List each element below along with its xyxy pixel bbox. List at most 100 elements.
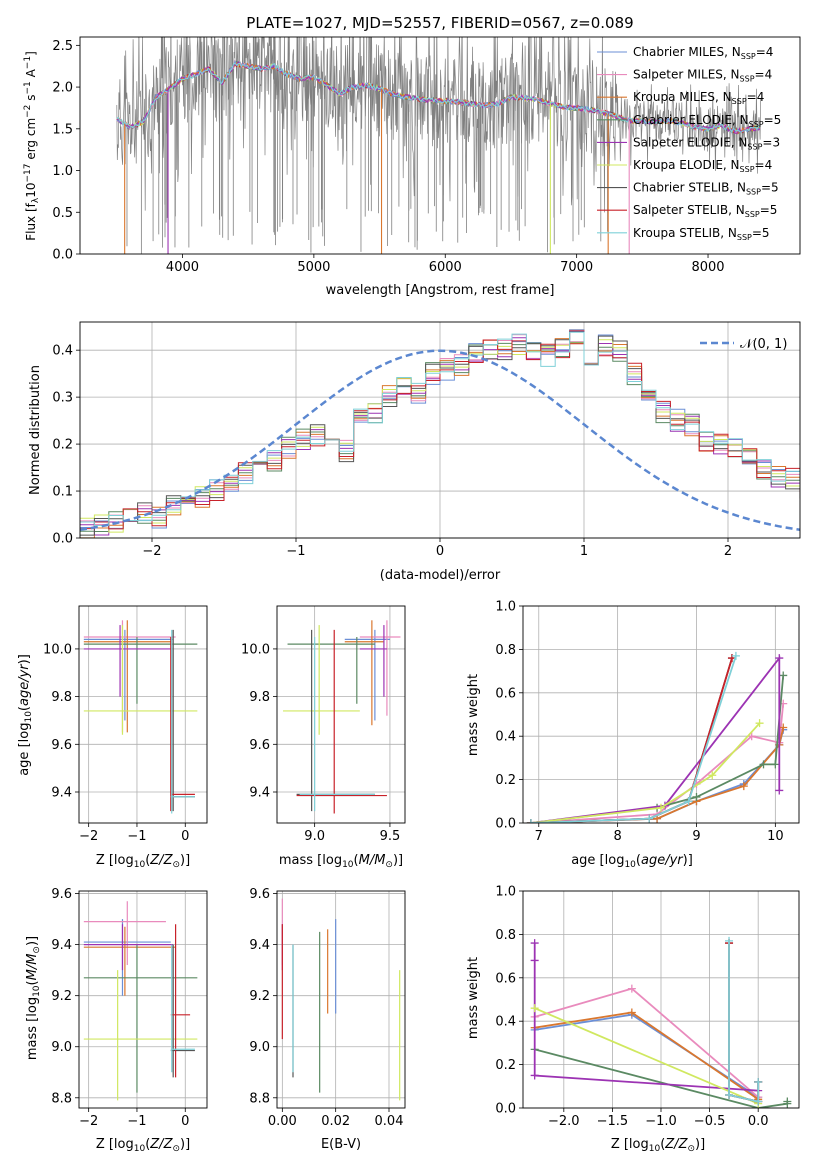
- x-tick-label: 0: [436, 544, 444, 559]
- mass-vs-metallicity-panel: −2 −1 0 8.8 9.0 9.2 9.4 9.6: [51, 887, 208, 1129]
- mass-weight-line: [530, 657, 733, 823]
- ageM-xlabel: mass [log10(M/M⊙)]: [279, 853, 403, 870]
- x-tick-label: 8000: [691, 260, 724, 275]
- plot-area: [526, 651, 788, 823]
- mass-weight-marker: [739, 782, 748, 791]
- y-tick-label: 1.0: [495, 600, 516, 615]
- legend-label: Kroupa STELIB, NSSP=5: [633, 226, 770, 242]
- y-tick-label: 0.1: [52, 485, 73, 500]
- x-tick-label: −1.5: [597, 1114, 629, 1129]
- x-tick-label: −2: [79, 1114, 98, 1129]
- x-tick-label: −1: [127, 1114, 146, 1129]
- legend-label: Kroupa ELODIE, NSSP=4: [633, 158, 772, 174]
- y-tick-label: 10.0: [43, 642, 72, 657]
- mass-weight-marker: [645, 814, 654, 823]
- y-tick-label: 1.0: [52, 164, 73, 179]
- x-tick-label: 4000: [166, 260, 199, 275]
- x-tick-label: 0: [181, 1114, 189, 1129]
- y-tick-label: 9.6: [249, 887, 270, 902]
- spectrum-ylabel: Flux [fλ10−17 erg cm−2 s−1 A−1]: [23, 51, 41, 241]
- mass-weight-line: [530, 655, 781, 823]
- x-tick-label: 7000: [560, 260, 593, 275]
- y-tick-label: 9.8: [51, 690, 72, 705]
- mass-weight-marker: [530, 939, 539, 948]
- legend-label: Chabrier ELODIE, NSSP=5: [633, 113, 781, 129]
- plot-area: [116, 37, 761, 254]
- mass-weight-marker: [627, 984, 636, 993]
- y-tick-label: 9.4: [249, 786, 270, 801]
- mass-weight-line: [530, 655, 737, 823]
- y-tick-label: 0.3: [52, 391, 73, 406]
- y-tick-label: 0.0: [52, 248, 73, 263]
- residuals-legend: 𝒩(0, 1): [700, 337, 787, 352]
- y-tick-label: 0.2: [495, 773, 516, 788]
- residuals-xlabel: (data-model)/error: [380, 568, 501, 583]
- y-tick-label: 0.2: [52, 438, 73, 453]
- y-tick-label: 9.4: [249, 938, 270, 953]
- mass-weight-line: [728, 943, 760, 1103]
- y-tick-label: 9.4: [51, 938, 72, 953]
- x-tick-label: 0.04: [375, 1114, 404, 1129]
- mass-weight-vs-metallicity-panel: −2.0 −1.5 −1.0 −0.5 0.0 0.0 0.2 0.4 0.6 0.8 1.0: [495, 885, 800, 1129]
- plot-area: [83, 620, 198, 814]
- mass-weight-line: [530, 675, 785, 823]
- mass-weight-marker: [657, 803, 665, 812]
- svg-text:mass [log10(M/M⊙)]: mass [log10(M/M⊙)]: [25, 936, 42, 1060]
- mass-weight-line: [530, 722, 761, 823]
- y-tick-label: 0.8: [495, 928, 516, 943]
- normal-distribution-curve: [80, 349, 800, 532]
- mass-weight-marker: [779, 671, 788, 680]
- mass-weight-marker: [530, 1004, 539, 1013]
- mass-weight-line: [728, 940, 760, 1103]
- residuals-ylabel: Normed distribution: [28, 365, 43, 495]
- x-tick-label: 1: [580, 544, 588, 559]
- residuals-panel: −2 −1 0 1 2 0.0 0.1 0.2 0.3 0.4: [52, 321, 801, 559]
- mass-weight-marker: [775, 786, 784, 795]
- mass-weight-vs-age-panel: 7 8 9 10 0.0 0.2 0.4 0.6 0.8 1.0: [495, 600, 800, 844]
- residual-histogram-step: [80, 339, 800, 530]
- x-tick-label: −0.5: [694, 1114, 726, 1129]
- mass-weight-marker: [754, 1077, 763, 1086]
- y-tick-label: 9.6: [51, 738, 72, 753]
- y-tick-label: 2.0: [52, 81, 73, 96]
- x-tick-label: 9.5: [380, 829, 401, 844]
- residual-histogram-step: [80, 329, 800, 529]
- y-tick-label: 0.4: [495, 730, 516, 745]
- ageZ-xlabel: Z [log10(Z/Z⊙)]: [96, 853, 190, 870]
- spectrum-panel: 4000 5000 6000 7000 8000 0.0 0.5 1.0 1.5 2.0 2.5: [52, 36, 801, 275]
- legend-label: Chabrier MILES, NSSP=4: [633, 45, 773, 61]
- mass-weight-marker: [775, 654, 784, 663]
- y-tick-label: 1.5: [52, 122, 73, 137]
- mass-weight-marker: [530, 1071, 539, 1080]
- x-tick-label: 0.0: [748, 1114, 769, 1129]
- y-tick-label: 0.8: [495, 643, 516, 658]
- axes-frame: [79, 36, 801, 255]
- legend-label: Salpeter ELODIE, NSSP=3: [633, 135, 780, 151]
- mass-weight-marker: [779, 723, 788, 732]
- y-tick-label: 0.6: [495, 686, 516, 701]
- massZ-ylabel: mass [log10(M/M⊙)]: [25, 936, 42, 1060]
- mass-weight-marker: [526, 819, 535, 823]
- legend-label: Salpeter STELIB, NSSP=5: [633, 203, 777, 219]
- massE-xlabel: E(B-V): [321, 1137, 361, 1152]
- legend-label: Kroupa MILES, NSSP=4: [633, 90, 764, 106]
- x-tick-label: 9: [692, 829, 700, 844]
- mass-weight-marker: [530, 956, 539, 965]
- residuals-legend-label: 𝒩(0, 1): [740, 337, 787, 352]
- mass-weight-marker: [684, 797, 693, 806]
- x-tick-label: 8: [613, 829, 621, 844]
- axes-frame: [522, 890, 800, 1109]
- mass-weight-marker: [725, 1090, 734, 1099]
- mass-weight-marker: [627, 1008, 636, 1017]
- plot-area: [80, 329, 800, 538]
- svg-text:age [log10(age/yr)]: age [log10(age/yr)]: [17, 654, 34, 776]
- y-tick-label: 9.8: [249, 690, 270, 705]
- x-tick-label: −1.0: [645, 1114, 677, 1129]
- age-vs-metallicity-panel: −2 −1 0 9.4 9.6 9.8 10.0: [43, 605, 208, 844]
- mass-weight-line: [728, 943, 760, 1103]
- y-tick-label: 1.0: [495, 885, 516, 900]
- y-tick-label: 10.0: [241, 642, 270, 657]
- axes-frame: [522, 605, 800, 824]
- y-tick-label: 8.8: [51, 1091, 72, 1106]
